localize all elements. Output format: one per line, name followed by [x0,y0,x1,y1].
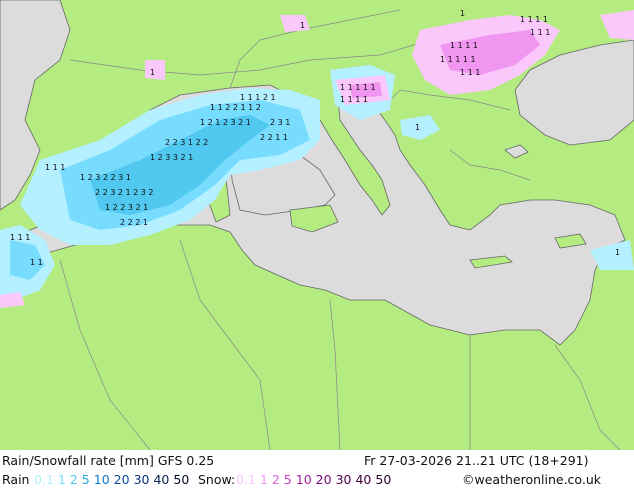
svg-text:1 1: 1 1 [30,258,43,267]
svg-text:2 3 1: 2 3 1 [270,118,290,127]
svg-text:1 1 1 1: 1 1 1 1 [520,15,548,24]
snow-level-7: 40 [355,472,372,487]
svg-text:1 1 1 1 1: 1 1 1 1 1 [440,55,476,64]
svg-text:1 1 1 1: 1 1 1 1 [340,95,368,104]
rain-level-1: 1 [57,472,66,487]
snow-level-4: 10 [295,472,312,487]
snow-level-8: 50 [375,472,392,487]
credit-link[interactable]: ©weatheronline.co.uk [462,472,601,487]
rain-legend-label: Rain [2,472,30,487]
svg-text:1 1 1 2 1: 1 1 1 2 1 [240,93,276,102]
svg-text:1 1 1: 1 1 1 [45,163,65,172]
svg-text:1: 1 [615,248,620,257]
map-footer: Rain/Snowfall rate [mm] GFS 0.25 Fr 27-0… [0,450,634,490]
svg-text:1: 1 [300,21,305,30]
rain-level-3: 5 [81,472,90,487]
snow-level-1: 1 [259,472,268,487]
snow-level-0: 0.1 [236,472,256,487]
svg-text:1: 1 [460,9,465,18]
rain-level-4: 10 [93,472,110,487]
svg-text:1: 1 [415,123,420,132]
snow-legend-levels: 0.1 1 2 5 10 20 30 40 50 [236,471,395,489]
map-title: Rain/Snowfall rate [mm] GFS 0.25 [2,453,215,468]
rain-level-7: 40 [153,472,170,487]
snow-level-6: 30 [335,472,352,487]
svg-text:1 2 3 2 2 3 1: 1 2 3 2 2 3 1 [80,173,131,182]
svg-text:2 2 3 2 1 2 3 2: 2 2 3 2 1 2 3 2 [95,188,154,197]
svg-text:1 1 2 2 1 1 2: 1 1 2 2 1 1 2 [210,103,261,112]
rain-level-0: 0.1 [34,472,54,487]
rain-level-8: 50 [173,472,190,487]
svg-text:1 2 3 3 2 1: 1 2 3 3 2 1 [150,153,193,162]
svg-text:2 2 3 1 2 2: 2 2 3 1 2 2 [165,138,208,147]
svg-text:1 2 1 2 3 2 1: 1 2 1 2 3 2 1 [200,118,251,127]
svg-text:2 2 1 1: 2 2 1 1 [260,133,288,142]
svg-text:1 1 1 1 1: 1 1 1 1 1 [340,83,376,92]
snow-legend-label: Snow: [198,472,236,487]
rain-level-5: 20 [113,472,130,487]
rain-legend-levels: 0.1 1 2 5 10 20 30 40 50 [34,471,193,489]
snow-level-3: 5 [283,472,292,487]
svg-text:1 1 1: 1 1 1 [10,233,30,242]
svg-text:1 1 1 1: 1 1 1 1 [450,41,478,50]
snow-areas [0,10,634,308]
svg-text:1: 1 [150,68,155,77]
legend: Rain 0.1 1 2 5 10 20 30 40 50 Snow: 0.1 1 2 5 10 20 30… [2,471,630,489]
svg-text:2 2 2 1: 2 2 2 1 [120,218,148,227]
svg-text:1 1 1: 1 1 1 [460,68,480,77]
rain-level-2: 2 [69,472,78,487]
precip-markers: 1 2 3 2 2 3 1 2 2 3 2 1 2 3 2 1 2 2 3 2 … [10,9,620,267]
svg-text:1 2 2 3 2 1: 1 2 2 3 2 1 [105,203,148,212]
rain-level-6: 30 [133,472,150,487]
snow-level-5: 20 [315,472,332,487]
precipitation-map: 1 2 3 2 2 3 1 2 2 3 2 1 2 3 2 1 2 2 3 2 … [0,0,634,450]
svg-text:1 1 1: 1 1 1 [530,28,550,37]
forecast-datetime: Fr 27-03-2026 21..21 UTC (18+291) [364,453,589,468]
snow-level-2: 2 [271,472,280,487]
